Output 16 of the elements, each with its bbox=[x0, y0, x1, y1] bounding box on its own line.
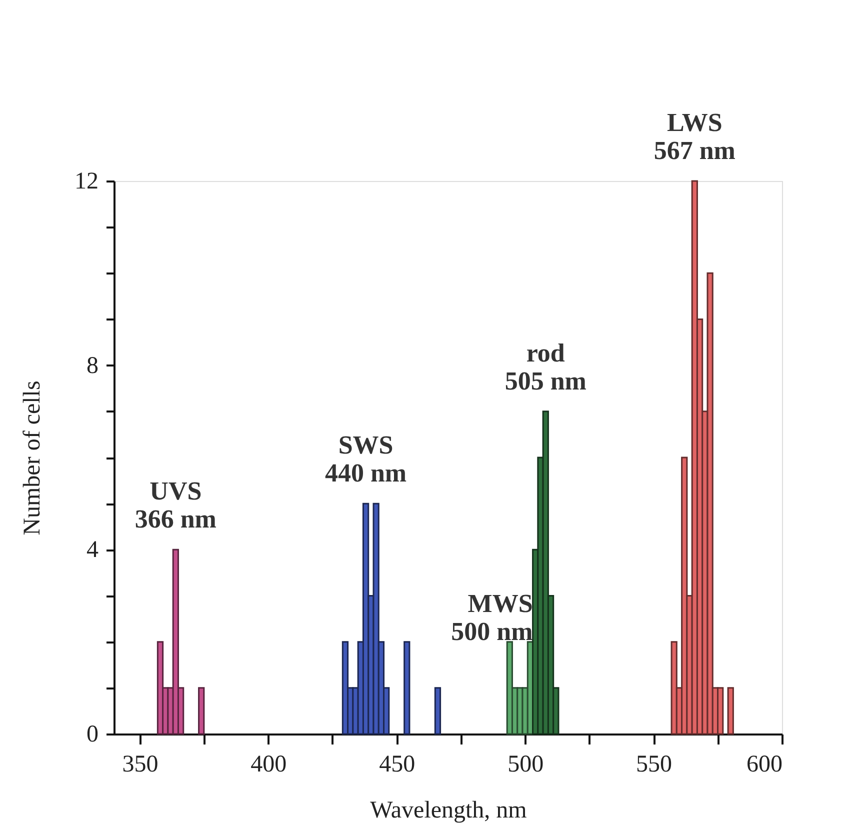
text: LWS 567 nm bbox=[654, 108, 736, 165]
x-tick-label: 600 bbox=[746, 752, 782, 778]
y-tick-label: 12 bbox=[74, 168, 98, 194]
x-tick-label: 550 bbox=[636, 752, 672, 778]
annotation: SWS 440 nm bbox=[324, 430, 407, 488]
annotation: rod 505 nm bbox=[504, 338, 587, 396]
y-axis-title: Number of cells bbox=[20, 380, 46, 536]
x-tick-label: 400 bbox=[250, 752, 287, 778]
x-axis-title: Wavelength, nm bbox=[370, 798, 528, 823]
y-tick-label: 4 bbox=[86, 537, 98, 564]
y-tick-label: 0 bbox=[86, 722, 98, 748]
x-tick-label: 350 bbox=[122, 752, 158, 778]
y-tick-label: 8 bbox=[86, 352, 98, 379]
annotation: UVS 366 nm bbox=[134, 476, 217, 534]
x-tick-label: 500 bbox=[508, 752, 544, 778]
x-tick-label: 450 bbox=[379, 752, 416, 778]
